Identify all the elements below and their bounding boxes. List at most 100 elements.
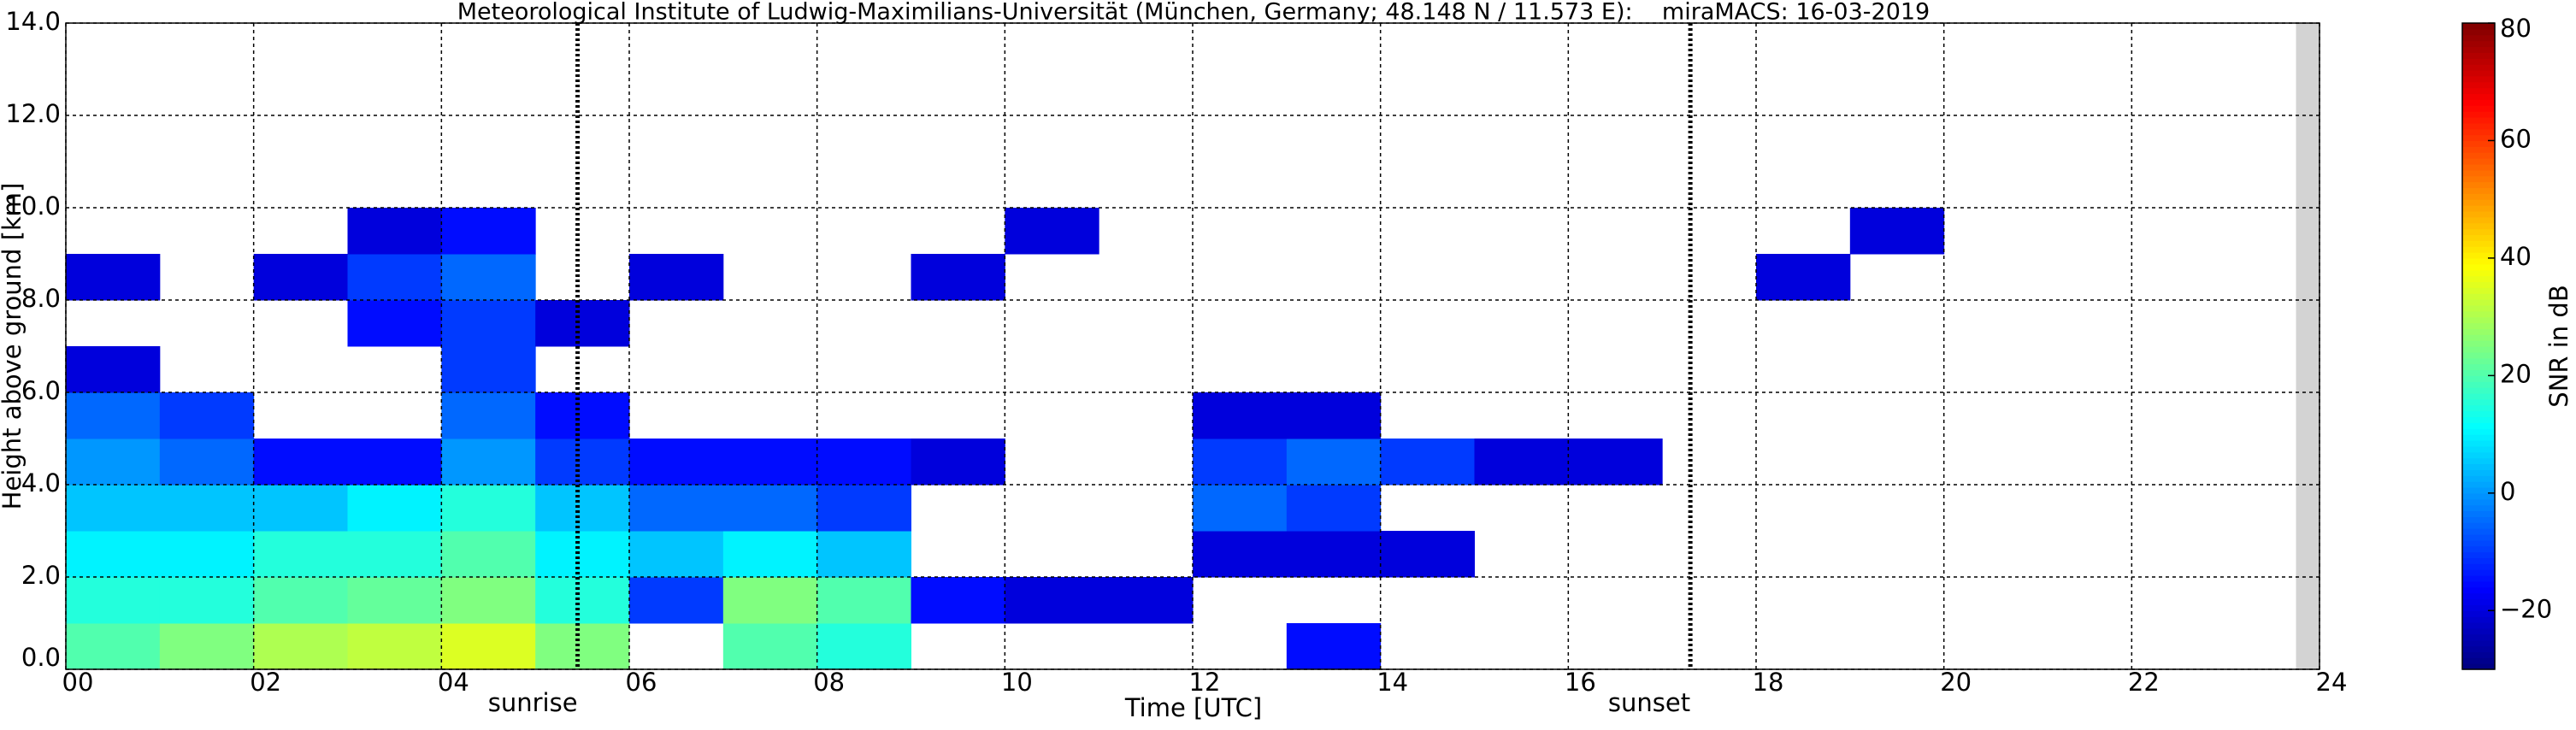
colorbar-segment: [2462, 75, 2495, 83]
colorbar-segment: [2462, 275, 2495, 282]
colorbar-segment: [2462, 205, 2495, 212]
y-tick-label: 12.0: [5, 99, 61, 128]
colorbar-segment: [2462, 99, 2495, 106]
cell: [722, 531, 818, 578]
cell: [347, 254, 442, 301]
colorbar-segment: [2462, 522, 2495, 529]
colorbar-segment: [2462, 545, 2495, 553]
cell: [1286, 392, 1382, 439]
x-tick-label: 24: [2316, 668, 2348, 697]
colorbar-segment: [2462, 633, 2495, 641]
y-tick-label: 0.0: [21, 643, 61, 672]
x-tick-label: 04: [438, 668, 469, 697]
colorbar-segment: [2462, 87, 2495, 95]
cell: [253, 254, 348, 301]
cell: [253, 577, 348, 624]
cell: [629, 577, 724, 624]
cell: [911, 254, 1005, 301]
cell: [347, 485, 442, 532]
colorbar-segment: [2462, 486, 2495, 494]
colorbar-segment: [2462, 293, 2495, 300]
colorbar-segment: [2462, 146, 2495, 153]
colorbar-segment: [2462, 81, 2495, 89]
colorbar-segment: [2462, 422, 2495, 429]
colorbar-segment: [2462, 657, 2495, 664]
colorbar-tick-label: 20: [2500, 359, 2532, 388]
colorbar-segment: [2462, 445, 2495, 453]
y-tick-label: 6.0: [21, 376, 61, 405]
colorbar-segment: [2462, 163, 2495, 171]
colorbar-segment: [2462, 340, 2495, 347]
colorbar-segment: [2462, 316, 2495, 324]
x-tick-label: 18: [1753, 668, 1784, 697]
colorbar-segment: [2462, 551, 2495, 559]
colorbar-segment: [2462, 510, 2495, 517]
colorbar-segment: [2462, 322, 2495, 329]
cell: [66, 439, 161, 486]
colorbar-segment: [2462, 457, 2495, 465]
colorbar-segment: [2462, 504, 2495, 512]
cell: [629, 439, 724, 486]
colorbar-segment: [2462, 563, 2495, 570]
cell: [911, 439, 1005, 486]
colorbar-segment: [2462, 398, 2495, 406]
cell: [441, 300, 536, 347]
y-axis-label: Height above ground [km]: [0, 183, 27, 510]
cell: [441, 623, 536, 670]
annotation-label: sunrise: [488, 688, 578, 717]
colorbar-segment: [2462, 363, 2495, 371]
y-tick-label: 14.0: [5, 7, 61, 36]
cell: [1005, 577, 1099, 624]
cell: [159, 485, 255, 532]
cell: [347, 208, 442, 255]
colorbar-segment: [2462, 187, 2495, 194]
colorbar-segment: [2462, 616, 2495, 623]
colorbar-segment: [2462, 627, 2495, 635]
colorbar-segment: [2462, 28, 2495, 36]
cell: [722, 577, 818, 624]
cell: [441, 485, 536, 532]
cell: [66, 346, 161, 393]
cell: [1193, 531, 1288, 578]
y-tick-label: 4.0: [21, 468, 61, 497]
colorbar-segment: [2462, 64, 2495, 71]
colorbar-segment: [2462, 416, 2495, 423]
cell: [441, 254, 536, 301]
cell: [347, 300, 442, 347]
colorbar-segment: [2462, 310, 2495, 318]
cell: [1193, 392, 1288, 439]
colorbar-segment: [2462, 392, 2495, 400]
colorbar-segment: [2462, 299, 2495, 306]
colorbar-segment: [2462, 481, 2495, 488]
colorbar-segment: [2462, 357, 2495, 365]
colorbar-segment: [2462, 516, 2495, 523]
colorbar-segment: [2462, 287, 2495, 294]
cell: [816, 623, 911, 670]
cell: [535, 577, 630, 624]
cell: [1193, 439, 1288, 486]
colorbar-segment: [2462, 181, 2495, 189]
x-tick-label: 20: [1940, 668, 1972, 697]
colorbar-segment: [2462, 93, 2495, 100]
colorbar-segment: [2462, 263, 2495, 271]
x-axis-label: Time [UTC]: [1124, 693, 1262, 722]
colorbar-segment: [2462, 169, 2495, 177]
cell: [1286, 623, 1382, 670]
colorbar-segment: [2462, 234, 2495, 241]
x-tick-label: 14: [1376, 668, 1408, 697]
colorbar-segment: [2462, 639, 2495, 647]
colorbar-segment: [2462, 216, 2495, 224]
cell: [159, 623, 255, 670]
cell: [535, 623, 630, 670]
cell: [66, 254, 161, 301]
colorbar-segment: [2462, 428, 2495, 435]
colorbar-segment: [2462, 645, 2495, 652]
colorbar-segment: [2462, 604, 2495, 611]
x-tick-label: 00: [62, 668, 94, 697]
colorbar-segment: [2462, 193, 2495, 200]
missing-data-region: [2296, 23, 2320, 669]
cell: [441, 208, 536, 255]
cell: [159, 577, 255, 624]
cell: [1849, 208, 1945, 255]
